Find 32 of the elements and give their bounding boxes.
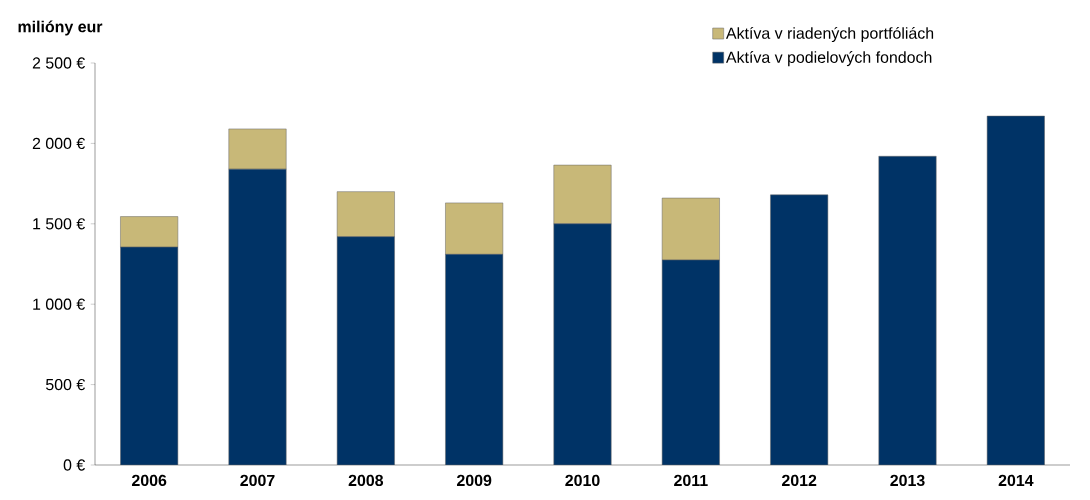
x-tick-label: 2009 <box>456 474 492 487</box>
x-tick-label: 2014 <box>998 474 1034 487</box>
bar <box>120 246 179 465</box>
bar <box>228 128 287 170</box>
bar <box>986 115 1045 465</box>
x-tick-label: 2006 <box>131 474 167 487</box>
x-tick-label: 2008 <box>348 474 384 487</box>
y-tick-label: 0 € <box>63 459 85 471</box>
x-tick-label: 2012 <box>781 474 817 487</box>
bar <box>445 202 504 255</box>
x-tick-label: 2013 <box>890 474 925 487</box>
bar <box>228 168 287 465</box>
x-tick-label: 2011 <box>674 474 708 487</box>
bar <box>770 194 829 465</box>
bar <box>553 164 612 225</box>
y-tick-label: 2 500 € <box>32 57 85 69</box>
bar <box>878 156 937 465</box>
y-tick-label: 1 000 € <box>33 298 85 310</box>
bar <box>336 236 395 465</box>
legend-label: Aktíva v podielových fondoch <box>725 51 932 67</box>
bar <box>553 223 612 465</box>
bar <box>336 191 395 237</box>
y-axis-title: milióny eur <box>18 20 103 36</box>
legend-label: Aktíva v riadených portfóliách <box>725 26 934 43</box>
x-tick-label: 2007 <box>240 474 275 487</box>
y-tick-label: 2 000 € <box>32 137 85 150</box>
x-tick-label: 2010 <box>565 474 600 487</box>
bar <box>661 259 720 465</box>
y-tick-label: 500 € <box>45 378 85 391</box>
bar <box>445 254 504 465</box>
bar <box>661 197 720 261</box>
y-tick-label: 1 500 € <box>33 218 85 230</box>
